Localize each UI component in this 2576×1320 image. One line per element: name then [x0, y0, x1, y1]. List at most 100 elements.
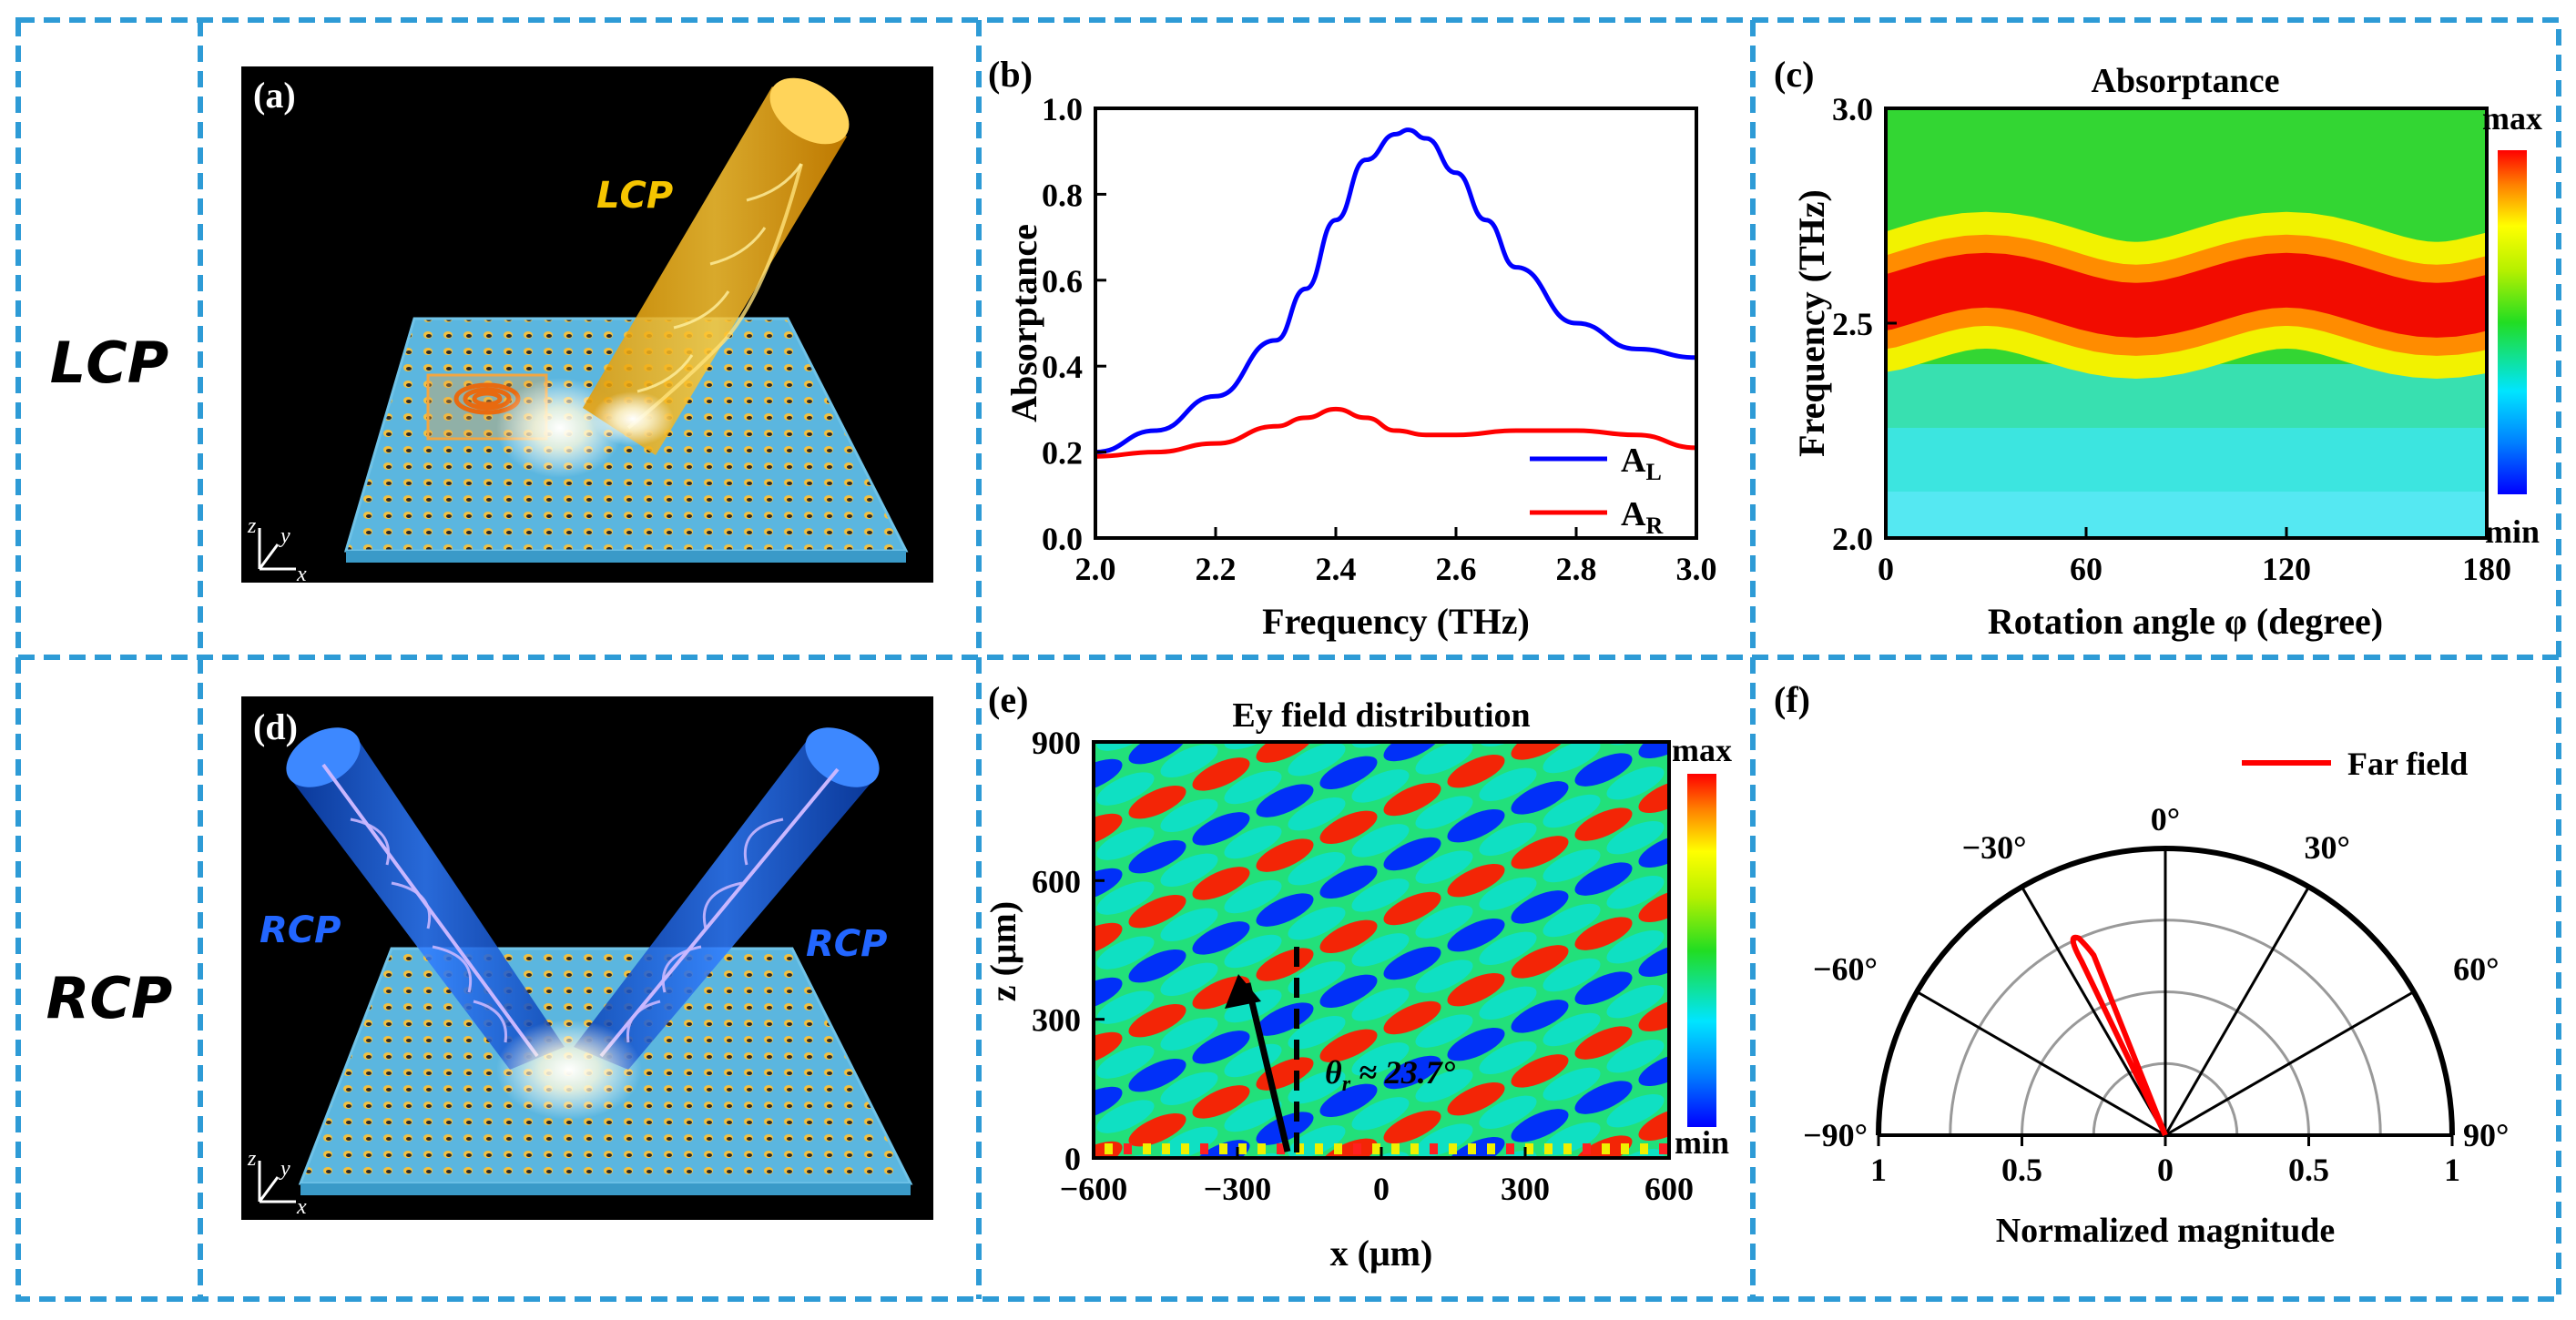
wavefront-blob: [1383, 837, 1441, 871]
y-tick-label: 0.4: [1042, 349, 1083, 385]
surface-element: [1583, 1143, 1591, 1154]
wavefront-blob: [1128, 1003, 1186, 1038]
surface-element: [1315, 1143, 1323, 1154]
x-tick-label: −600: [1060, 1171, 1128, 1207]
wavefront-blob: [1479, 986, 1537, 1020]
panel-b-series-group: [1095, 127, 1697, 459]
wavefront-blob: [1094, 868, 1123, 902]
wavefront-blob: [1543, 1067, 1601, 1102]
wavefront-blob: [1606, 929, 1665, 964]
wavefront-blob: [1415, 796, 1473, 829]
x-tick-label: 60: [2070, 551, 2103, 587]
wavefront-blob: [1224, 1043, 1282, 1078]
wavefront-blob: [1288, 797, 1346, 831]
wavefront-blob: [1128, 949, 1186, 983]
wavefront-blob: [1762, 990, 1828, 1036]
panel-a-beam-label: LCP: [596, 175, 673, 217]
wavefront-blob: [1511, 1054, 1569, 1088]
surface-element: [1563, 1143, 1572, 1154]
wavefront-blob: [1094, 977, 1123, 1011]
wavefront-blob: [1319, 1029, 1378, 1063]
surface-element: [1334, 1143, 1342, 1154]
wavefront-blob: [1319, 810, 1378, 845]
wavefront-blob: [1192, 812, 1250, 846]
panel-e-arrow-head: [1225, 974, 1261, 1009]
wavefront-blob: [1288, 906, 1346, 940]
surface-element: [1410, 1143, 1419, 1154]
wavefront-blob: [1730, 977, 1797, 1023]
wavefront-blob: [1383, 1055, 1441, 1090]
y-tick-label: 3.0: [1832, 91, 1873, 127]
wavefront-blob: [1889, 934, 1956, 980]
wavefront-blob: [1094, 1086, 1123, 1121]
surface-element: [1640, 1143, 1648, 1154]
panel-c-xlabel: Rotation angle φ (degree): [1988, 601, 2383, 642]
radial-tick-label: 0.5: [2001, 1152, 2042, 1188]
wavefront-blob: [1730, 922, 1797, 969]
angle-spoke: [2164, 990, 2415, 1137]
wavefront-blob: [1383, 1000, 1441, 1035]
wavefront-blob: [1794, 730, 1860, 777]
x-tick-label: 2.2: [1196, 551, 1237, 587]
wavefront-blob: [1096, 827, 1155, 860]
angle-tick-label: 60°: [2453, 951, 2499, 988]
panel-d-beam-left-label: RCP: [260, 909, 341, 951]
wavefront-blob: [1762, 771, 1828, 817]
surface-element: [1124, 1143, 1132, 1154]
wavefront-blob: [1288, 1070, 1346, 1104]
surface-element: [1238, 1143, 1247, 1154]
y-tick-label: 1.0: [1042, 91, 1083, 127]
wavefront-blob: [1094, 922, 1123, 957]
wavefront-blob: [1543, 1012, 1601, 1047]
wavefront-blob: [1511, 1000, 1569, 1033]
surface-element: [1544, 1143, 1553, 1154]
wavefront-blob: [1543, 742, 1601, 774]
row-label-rcp: RCP: [46, 965, 173, 1031]
surface-element: [1372, 1143, 1380, 1154]
wavefront-blob: [1319, 1138, 1378, 1158]
wavefront-blob: [1383, 891, 1441, 926]
wavefront-blob: [1128, 1058, 1186, 1092]
panel-e-field-map: [1029, 730, 1956, 1158]
wavefront-blob: [1574, 1081, 1633, 1114]
panel-c-x-ticks: 0 60 120 180: [1878, 527, 2511, 587]
wavefront-blob: [1256, 838, 1314, 872]
wavefront-blob: [1447, 1081, 1505, 1116]
wavefront-blob: [1256, 784, 1314, 817]
wavefront-blob: [1479, 931, 1537, 966]
angle-tick-label: −90°: [1803, 1117, 1868, 1153]
x-tick-label: 2.4: [1316, 551, 1357, 587]
panel-d-illustration: (d) RCP RCP z y x: [241, 696, 933, 1220]
legend-label-al: AL: [1621, 442, 1662, 485]
x-tick-label: 3.0: [1676, 551, 1717, 587]
wavefront-blob: [1826, 744, 1892, 790]
rcp-beam-left: [286, 727, 565, 1070]
x-tick-label: −300: [1204, 1171, 1272, 1207]
wavefront-blob: [1288, 851, 1346, 886]
panel-e-angle-annotation: θr ≈ 23.7°: [1325, 1054, 1456, 1096]
wavefront-blob: [1029, 958, 1095, 1004]
wavefront-blob: [1543, 958, 1601, 992]
wavefront-blob: [1606, 820, 1665, 855]
wavefront-blob: [1029, 794, 1095, 840]
wavefront-blob: [1096, 936, 1155, 970]
wavefront-blob: [1224, 825, 1282, 859]
wavefront-blob: [1543, 848, 1601, 883]
wavefront-blob: [1447, 972, 1505, 1007]
surface-element: [1391, 1143, 1400, 1154]
angle-spoke: [2164, 886, 2310, 1136]
panel-f-polar-grid: [1876, 846, 2455, 1137]
wavefront-blob: [1383, 1110, 1441, 1144]
wavefront-blob: [1096, 881, 1155, 915]
radial-tick-label: 1: [2444, 1152, 2460, 1188]
surface-element: [1487, 1143, 1495, 1154]
panel-b-legend: AL AR: [1530, 442, 1663, 539]
y-tick-label: 900: [1032, 725, 1081, 761]
wavefront-blob: [1096, 772, 1155, 806]
wavefront-blob: [1256, 893, 1314, 927]
panel-c-heatmap: [1886, 108, 2487, 538]
wavefront-blob: [1889, 1098, 1956, 1144]
wavefront-blob: [1128, 1112, 1186, 1147]
surface-element: [1200, 1143, 1208, 1154]
